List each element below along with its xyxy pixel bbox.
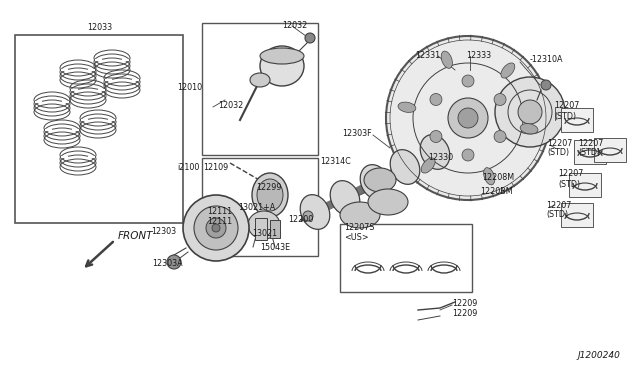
Text: 12209: 12209	[452, 298, 477, 308]
Text: 12314C: 12314C	[320, 157, 351, 167]
Text: <US>: <US>	[344, 234, 369, 243]
Text: 13021+A: 13021+A	[238, 203, 275, 212]
Text: 12207: 12207	[547, 138, 572, 148]
Text: 12111: 12111	[207, 208, 232, 217]
Bar	[561, 108, 593, 132]
Text: (STD): (STD)	[546, 211, 568, 219]
Text: 12032: 12032	[218, 102, 243, 110]
Text: (STD): (STD)	[558, 180, 580, 189]
Ellipse shape	[364, 168, 396, 192]
Text: i2100: i2100	[178, 164, 200, 173]
Ellipse shape	[441, 51, 452, 68]
Circle shape	[386, 36, 550, 200]
Circle shape	[430, 93, 442, 106]
Ellipse shape	[260, 46, 304, 86]
Text: 12207S: 12207S	[344, 222, 374, 231]
Text: -12310A: -12310A	[530, 55, 563, 64]
Text: 12333: 12333	[466, 51, 491, 60]
Ellipse shape	[250, 73, 270, 87]
Bar	[569, 173, 601, 197]
Circle shape	[518, 100, 542, 124]
Ellipse shape	[421, 158, 435, 173]
Text: 12010: 12010	[177, 83, 202, 93]
Text: FRONT: FRONT	[118, 231, 154, 241]
Circle shape	[448, 98, 488, 138]
Text: 12303: 12303	[151, 228, 176, 237]
Ellipse shape	[368, 189, 408, 215]
Bar	[594, 138, 626, 162]
Text: 15043E: 15043E	[260, 244, 290, 253]
Bar	[574, 140, 606, 164]
Circle shape	[462, 149, 474, 161]
Circle shape	[303, 211, 313, 221]
Circle shape	[305, 33, 315, 43]
Bar	[15, 35, 183, 223]
Ellipse shape	[257, 179, 283, 211]
Text: 12330: 12330	[428, 154, 453, 163]
Ellipse shape	[501, 63, 515, 78]
Circle shape	[194, 206, 238, 250]
Bar	[340, 224, 472, 292]
Text: 12207: 12207	[554, 100, 579, 109]
Circle shape	[183, 195, 249, 261]
Text: 12207: 12207	[546, 201, 572, 209]
Circle shape	[212, 224, 220, 232]
Bar	[255, 218, 267, 240]
Bar	[270, 220, 280, 238]
Text: 12331: 12331	[415, 51, 440, 60]
Circle shape	[541, 80, 551, 90]
Ellipse shape	[484, 168, 495, 185]
Ellipse shape	[420, 135, 450, 169]
Ellipse shape	[300, 195, 330, 230]
Text: 12303F: 12303F	[342, 129, 372, 138]
Text: 13021: 13021	[252, 230, 277, 238]
Text: (STD): (STD)	[578, 148, 600, 157]
Circle shape	[494, 131, 506, 142]
Ellipse shape	[398, 102, 416, 112]
Text: 12207: 12207	[578, 138, 604, 148]
Text: 12109: 12109	[203, 164, 228, 173]
Circle shape	[458, 108, 478, 128]
Circle shape	[494, 93, 506, 106]
Ellipse shape	[248, 211, 280, 239]
Ellipse shape	[252, 173, 288, 217]
Circle shape	[495, 77, 565, 147]
Circle shape	[167, 255, 181, 269]
Text: 12299: 12299	[256, 183, 282, 192]
Text: 12032: 12032	[282, 20, 308, 29]
Circle shape	[206, 218, 226, 238]
Text: 12033: 12033	[88, 23, 113, 32]
Bar	[202, 158, 318, 256]
Circle shape	[462, 75, 474, 87]
Ellipse shape	[260, 48, 304, 64]
Text: 12200: 12200	[288, 215, 313, 224]
Text: 12207: 12207	[558, 170, 584, 179]
Bar	[202, 23, 318, 155]
Bar	[561, 203, 593, 227]
Ellipse shape	[520, 124, 538, 134]
Text: 12208M: 12208M	[482, 173, 514, 182]
Text: (STD): (STD)	[547, 148, 569, 157]
Ellipse shape	[340, 202, 380, 228]
Text: 12111: 12111	[207, 218, 232, 227]
Text: 12303A: 12303A	[152, 260, 182, 269]
Text: 1220BM: 1220BM	[480, 187, 513, 196]
Text: (STD): (STD)	[554, 112, 576, 121]
Text: 12209: 12209	[452, 308, 477, 317]
Ellipse shape	[390, 150, 420, 185]
Ellipse shape	[330, 181, 360, 215]
Circle shape	[430, 131, 442, 142]
Ellipse shape	[360, 165, 390, 199]
Text: J1200240: J1200240	[577, 351, 620, 360]
